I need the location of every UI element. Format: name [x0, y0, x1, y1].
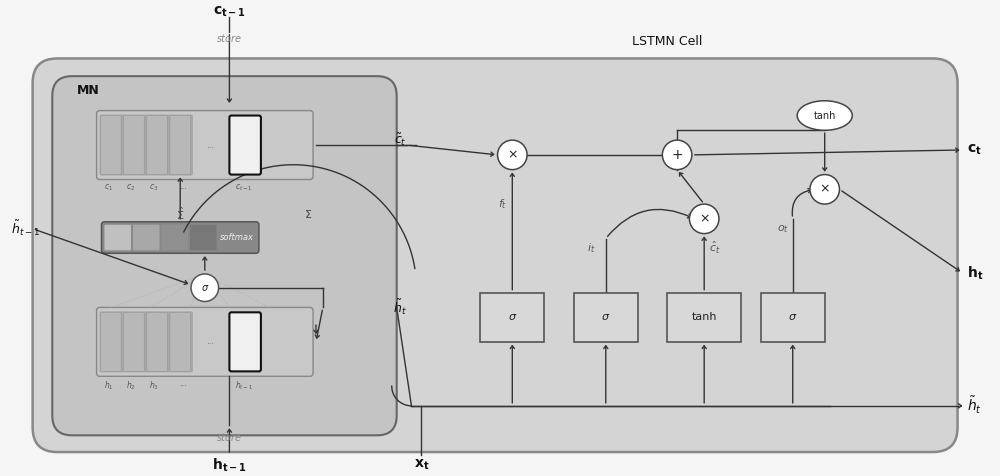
Circle shape: [662, 140, 692, 169]
FancyBboxPatch shape: [97, 110, 313, 179]
Circle shape: [810, 175, 839, 204]
Text: $\tilde{h}_t$: $\tilde{h}_t$: [393, 298, 407, 317]
FancyBboxPatch shape: [101, 116, 121, 175]
Text: $\sigma$: $\sigma$: [508, 312, 517, 322]
Text: $h_2$: $h_2$: [126, 379, 136, 392]
Text: $h_3$: $h_3$: [149, 379, 159, 392]
Text: $c_3$: $c_3$: [149, 182, 158, 193]
Text: $\mathbf{h_{t-1}}$: $\mathbf{h_{t-1}}$: [212, 456, 247, 474]
Text: $\tilde{h}_t$: $\tilde{h}_t$: [967, 395, 982, 416]
FancyBboxPatch shape: [100, 311, 193, 372]
FancyBboxPatch shape: [52, 76, 397, 436]
FancyBboxPatch shape: [147, 116, 167, 175]
Text: MN: MN: [77, 84, 100, 98]
Text: $\sigma$: $\sigma$: [788, 312, 797, 322]
Text: $o_t$: $o_t$: [777, 223, 789, 235]
FancyBboxPatch shape: [574, 293, 638, 342]
Text: $\times$: $\times$: [507, 149, 518, 161]
Text: $h_{t-1}$: $h_{t-1}$: [235, 379, 253, 392]
Text: $\times$: $\times$: [819, 183, 830, 196]
Text: $\sigma$: $\sigma$: [601, 312, 610, 322]
Text: ...: ...: [206, 140, 214, 149]
Text: $c_2$: $c_2$: [126, 182, 136, 193]
Text: $+$: $+$: [671, 148, 683, 162]
Text: $\times$: $\times$: [699, 212, 710, 225]
Text: LSTMN Cell: LSTMN Cell: [632, 35, 702, 48]
Text: $\tilde{h}_{t-1}$: $\tilde{h}_{t-1}$: [11, 219, 40, 238]
FancyBboxPatch shape: [97, 307, 313, 377]
Ellipse shape: [797, 101, 852, 130]
Text: $\mathbf{x_t}$: $\mathbf{x_t}$: [414, 457, 429, 472]
Text: $\mathbf{c_t}$: $\mathbf{c_t}$: [967, 143, 982, 157]
FancyBboxPatch shape: [761, 293, 825, 342]
Text: tanh: tanh: [691, 312, 717, 322]
FancyBboxPatch shape: [124, 312, 144, 371]
FancyBboxPatch shape: [229, 312, 261, 371]
Text: store: store: [217, 433, 242, 443]
FancyBboxPatch shape: [480, 293, 544, 342]
FancyBboxPatch shape: [229, 116, 261, 175]
FancyBboxPatch shape: [101, 222, 259, 253]
Text: $c_1$: $c_1$: [104, 182, 113, 193]
FancyBboxPatch shape: [100, 115, 193, 176]
FancyBboxPatch shape: [101, 312, 121, 371]
Text: $c_{t-1}$: $c_{t-1}$: [235, 182, 253, 193]
Text: ...: ...: [179, 182, 187, 191]
Text: $i_t$: $i_t$: [587, 241, 595, 255]
Text: $\Sigma$: $\Sigma$: [304, 208, 312, 220]
FancyBboxPatch shape: [170, 116, 191, 175]
Circle shape: [498, 140, 527, 169]
Text: tanh: tanh: [814, 110, 836, 120]
Circle shape: [191, 274, 219, 301]
FancyBboxPatch shape: [133, 225, 160, 250]
Text: ...: ...: [179, 379, 187, 388]
Text: $\mathbf{c_{t-1}}$: $\mathbf{c_{t-1}}$: [213, 5, 246, 20]
FancyBboxPatch shape: [190, 225, 217, 250]
FancyBboxPatch shape: [33, 59, 958, 452]
Text: $f_t$: $f_t$: [498, 197, 507, 211]
Circle shape: [689, 204, 719, 234]
FancyBboxPatch shape: [147, 312, 167, 371]
Text: softmax: softmax: [220, 233, 254, 242]
Text: $\sigma$: $\sigma$: [201, 283, 209, 293]
Text: store: store: [217, 34, 242, 44]
Text: $\tilde{c}_t$: $\tilde{c}_t$: [394, 132, 407, 149]
FancyBboxPatch shape: [104, 225, 131, 250]
FancyBboxPatch shape: [667, 293, 741, 342]
Text: $\hat{c}_t$: $\hat{c}_t$: [709, 240, 721, 257]
FancyBboxPatch shape: [170, 312, 191, 371]
Text: $\hat{\Sigma}$: $\hat{\Sigma}$: [176, 206, 184, 222]
Text: $\mathbf{h_t}$: $\mathbf{h_t}$: [967, 264, 984, 282]
Text: ...: ...: [206, 337, 214, 347]
FancyBboxPatch shape: [162, 225, 188, 250]
Text: $h_1$: $h_1$: [104, 379, 113, 392]
FancyBboxPatch shape: [124, 116, 144, 175]
